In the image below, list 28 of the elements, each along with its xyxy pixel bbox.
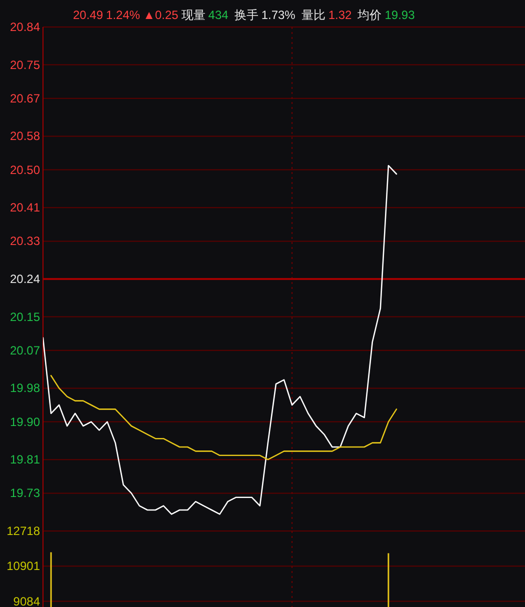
text: ▲0.25 xyxy=(143,8,179,22)
text: 19.93 xyxy=(384,8,416,22)
y-tick-label: 20.07 xyxy=(10,343,40,358)
y-tick-label: 10901 xyxy=(6,559,40,574)
y-tick-label: 20.58 xyxy=(10,129,40,144)
text: 1.32 xyxy=(328,8,352,22)
text: 1.24% xyxy=(106,8,140,22)
text: 量比 xyxy=(301,8,326,22)
y-tick-label: 20.33 xyxy=(10,234,40,248)
text: 现量 xyxy=(181,8,206,22)
text: 20.49 xyxy=(73,8,104,22)
text: 1.73% xyxy=(261,8,296,22)
text: 均价 xyxy=(356,8,382,22)
y-tick-label: 20.24 xyxy=(10,272,40,286)
y-tick-label: 9084 xyxy=(13,594,40,607)
y-tick-label: 12718 xyxy=(6,524,40,538)
y-tick-label: 19.73 xyxy=(10,486,40,500)
y-tick-label: 19.90 xyxy=(10,414,40,429)
y-tick-label: 20.15 xyxy=(10,310,40,324)
text: 434 xyxy=(208,8,229,22)
text: 换手 xyxy=(234,8,258,22)
y-tick-label: 20.84 xyxy=(10,20,40,34)
y-tick-label: 20.67 xyxy=(10,91,40,106)
y-tick-label: 20.50 xyxy=(10,162,40,177)
y-tick-label: 20.75 xyxy=(10,58,40,72)
y-tick-label: 20.41 xyxy=(10,200,40,215)
y-tick-label: 19.81 xyxy=(10,452,40,467)
y-tick-label: 19.98 xyxy=(10,381,40,396)
